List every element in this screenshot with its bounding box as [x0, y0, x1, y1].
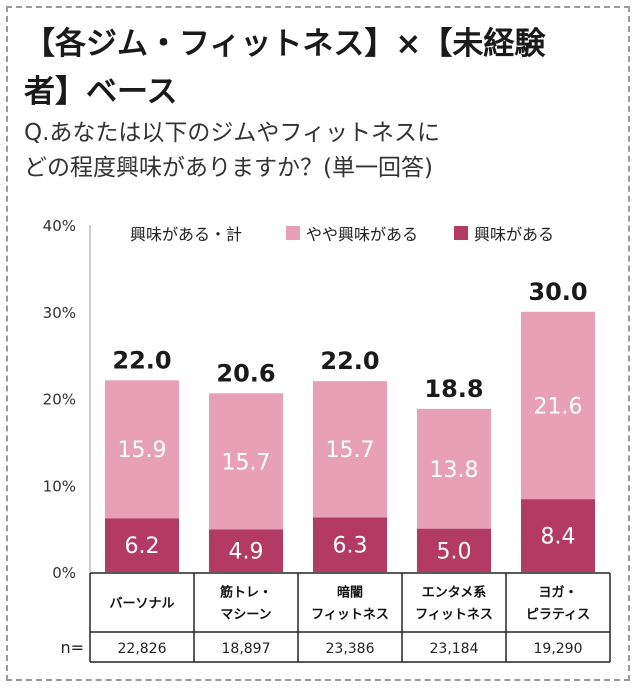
data-label-light: 21.6	[534, 394, 583, 419]
data-label-dark: 6.2	[125, 534, 160, 559]
legend-label-dark: 興味がある	[474, 225, 554, 244]
n-value: 19,290	[534, 641, 583, 657]
category-label: ピラティス	[526, 608, 590, 623]
data-label-total: 22.0	[112, 346, 171, 374]
data-label-light: 15.9	[118, 438, 167, 463]
bar-segment-light	[313, 381, 387, 518]
chart-title-line-2: 者】ベース	[24, 74, 178, 110]
data-label-dark: 8.4	[541, 525, 576, 550]
bar-segment-light	[521, 311, 595, 500]
category-label: ヨガ・	[538, 586, 577, 601]
y-tick-label: 20%	[43, 391, 76, 409]
chart-frame	[6, 6, 630, 681]
n-label: n=	[60, 638, 84, 657]
n-value: 23,184	[430, 641, 479, 657]
legend-swatch-light	[286, 226, 300, 240]
data-label-dark: 4.9	[229, 540, 264, 565]
y-tick-label: 40%	[43, 217, 76, 235]
bar-segment-dark	[105, 518, 179, 572]
n-value: 22,826	[118, 641, 167, 657]
data-label-dark: 6.3	[333, 534, 368, 559]
data-label-total: 22.0	[320, 347, 379, 375]
legend-swatch-dark	[454, 226, 468, 240]
category-label: 暗闇	[337, 585, 363, 601]
data-label-light: 15.7	[326, 438, 375, 463]
category-label: エンタメ系	[422, 585, 487, 601]
bar-segment-dark	[417, 528, 491, 572]
data-label-total: 30.0	[528, 278, 587, 306]
bar-segment-light	[417, 408, 491, 529]
question-line-1: Q.あなたは以下のジムやフィットネスに	[24, 120, 440, 146]
data-label-dark: 5.0	[437, 539, 472, 564]
legend-label-light: やや興味がある	[306, 225, 418, 244]
bar-segment-dark	[313, 517, 387, 572]
data-label-light: 15.7	[222, 450, 271, 475]
category-label: フィットネス	[415, 608, 493, 623]
y-tick-label: 0%	[52, 564, 76, 582]
data-label-total: 18.8	[424, 375, 483, 403]
legend-label-total: 興味がある・計	[130, 225, 242, 244]
bar-segment-dark	[521, 499, 595, 572]
bar-segment-light	[105, 380, 179, 519]
n-value: 23,386	[326, 641, 375, 657]
category-label: バーソナル	[109, 597, 174, 612]
category-label: フィットネス	[311, 608, 389, 623]
y-tick-label: 10%	[43, 477, 76, 495]
y-tick-label: 30%	[43, 304, 76, 322]
chart-title-line-1: 【各ジム・フィットネス】×【未経験	[24, 26, 546, 62]
data-label-light: 13.8	[430, 458, 479, 483]
question-line-2: どの程度興味がありますか？(単一回答)	[24, 155, 433, 181]
data-label-total: 20.6	[216, 359, 275, 387]
category-label: マシーン	[220, 608, 271, 623]
bar-segment-dark	[209, 529, 283, 572]
category-label: 筋トレ・	[219, 585, 272, 601]
n-value: 18,897	[222, 641, 271, 657]
bar-segment-light	[209, 393, 283, 530]
